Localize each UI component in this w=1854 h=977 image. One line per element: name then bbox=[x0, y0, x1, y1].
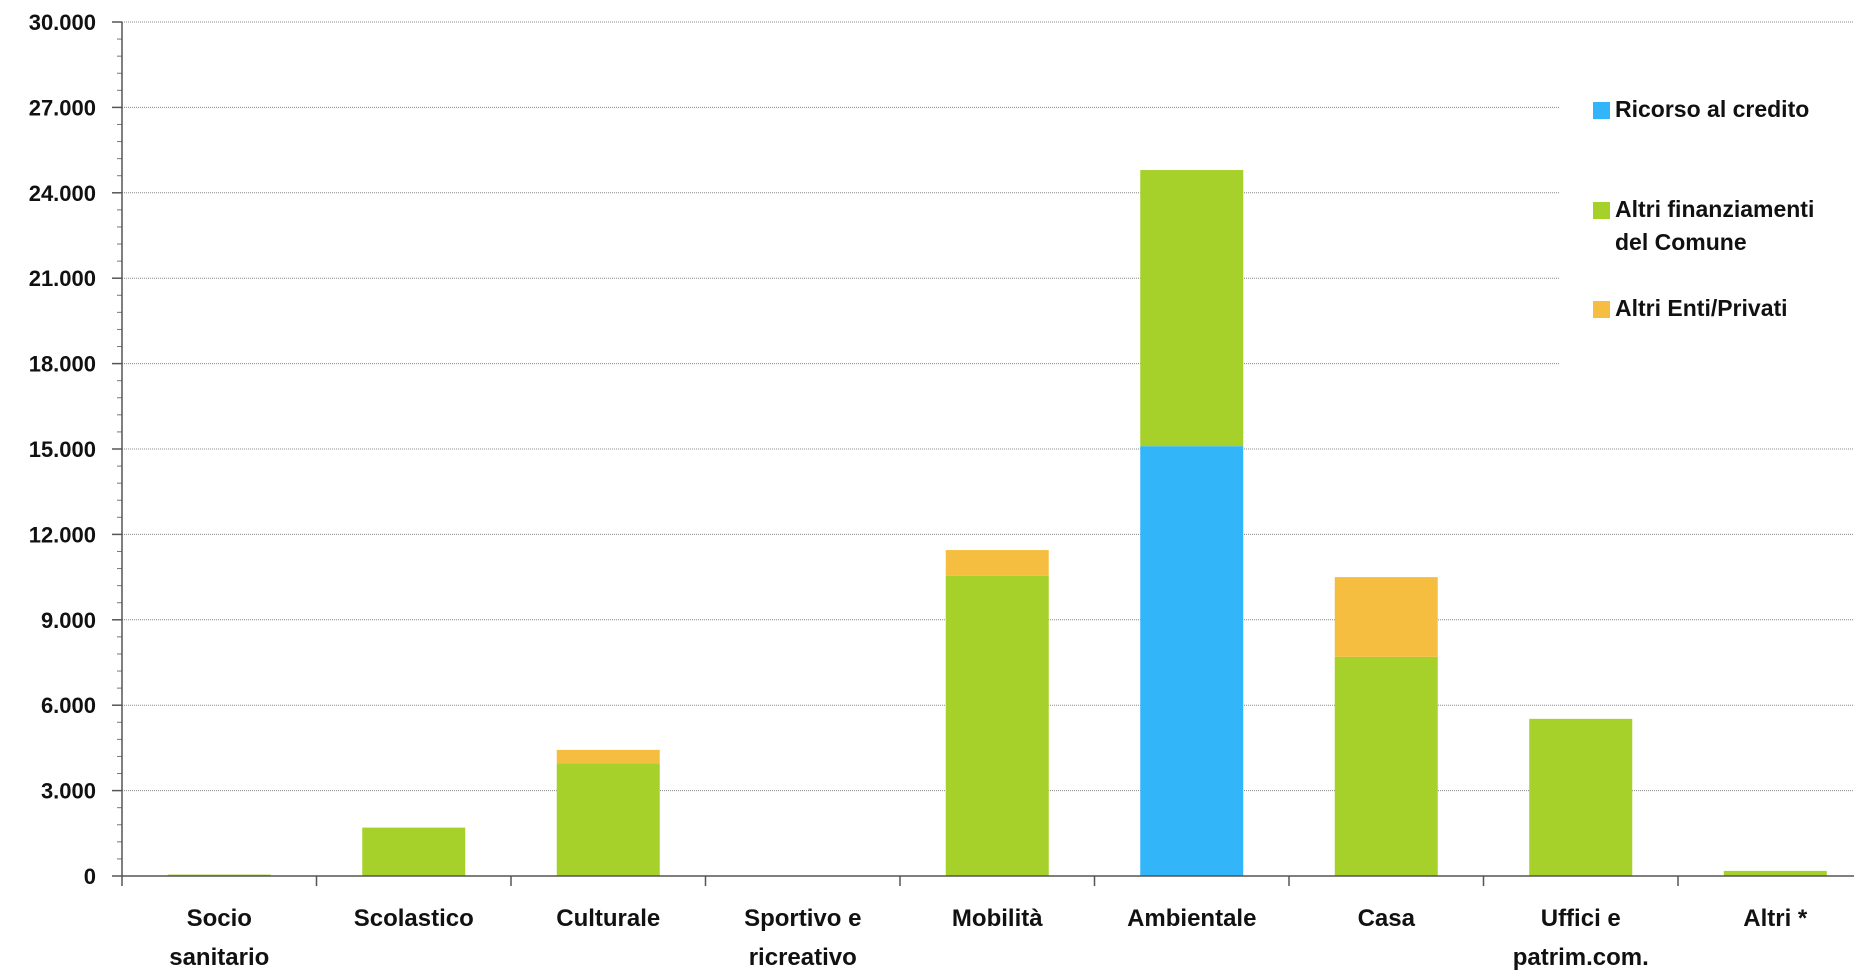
x-tick-label: patrim.com. bbox=[1513, 944, 1649, 971]
x-tick-label: Uffici e bbox=[1541, 905, 1621, 932]
bar-segment-altri-finanziamenti bbox=[1140, 170, 1244, 447]
y-tick-label: 15.000 bbox=[29, 437, 96, 462]
legend-swatch bbox=[1593, 301, 1610, 318]
bar-segment-altri-finanziamenti bbox=[1723, 870, 1827, 876]
x-axis-tick-labels: Socio sanitario Scolastico Culturale Sportiv… bbox=[169, 905, 1808, 971]
legend-swatch bbox=[1593, 202, 1610, 219]
x-tick-label: Ambientale bbox=[1127, 905, 1256, 932]
bar-segment-altri-finanziamenti bbox=[556, 763, 660, 876]
y-tick-label: 12.000 bbox=[29, 522, 96, 547]
bar-segment-altri-finanziamenti bbox=[362, 827, 466, 876]
legend-label: del Comune bbox=[1615, 229, 1747, 255]
x-tick-label: Casa bbox=[1358, 905, 1416, 932]
y-tick-label: 3.000 bbox=[41, 779, 96, 804]
y-tick-label: 27.000 bbox=[29, 95, 96, 120]
y-axis-tick-labels: 0 3.000 6.000 9.000 12.000 15.000 18.000 21.000… bbox=[29, 10, 96, 889]
legend-swatch bbox=[1593, 102, 1610, 119]
x-tick-label: Socio bbox=[187, 905, 252, 932]
bar-segment-altri-enti-privati bbox=[945, 550, 1049, 576]
bars bbox=[167, 170, 1827, 876]
y-tick-label: 24.000 bbox=[29, 181, 96, 206]
bar-segment-altri-enti-privati bbox=[556, 749, 660, 764]
y-tick-label: 18.000 bbox=[29, 352, 96, 377]
x-tick-label: sanitario bbox=[169, 944, 269, 971]
legend-label: Altri finanziamenti bbox=[1615, 196, 1814, 222]
x-tick-label: Scolastico bbox=[354, 905, 474, 932]
bar-segment-altri-finanziamenti bbox=[1334, 656, 1438, 876]
y-tick-label: 21.000 bbox=[29, 266, 96, 291]
legend-label: Altri Enti/Privati bbox=[1615, 295, 1788, 321]
bar-segment-altri-enti-privati bbox=[1334, 577, 1438, 657]
legend-label: Ricorso al credito bbox=[1615, 96, 1809, 122]
y-tick-label: 0 bbox=[84, 864, 96, 889]
bar-segment-altri-finanziamenti bbox=[1529, 718, 1633, 876]
bar-segment-ricorso-al-credito bbox=[1140, 446, 1244, 876]
y-tick-label: 9.000 bbox=[41, 608, 96, 633]
bar-segment-altri-finanziamenti bbox=[945, 575, 1049, 876]
x-tick-label: Altri * bbox=[1743, 905, 1808, 932]
x-tick-label: Culturale bbox=[556, 905, 660, 932]
y-tick-label: 30.000 bbox=[29, 10, 96, 35]
x-tick-label: ricreativo bbox=[749, 944, 857, 971]
axes bbox=[112, 21, 1854, 886]
x-tick-label: Sportivo e bbox=[744, 905, 861, 932]
x-tick-label: Mobilità bbox=[952, 905, 1043, 932]
y-tick-label: 6.000 bbox=[41, 693, 96, 718]
legend: Ricorso al credito Altri finanziamenti del… bbox=[1593, 96, 1814, 321]
